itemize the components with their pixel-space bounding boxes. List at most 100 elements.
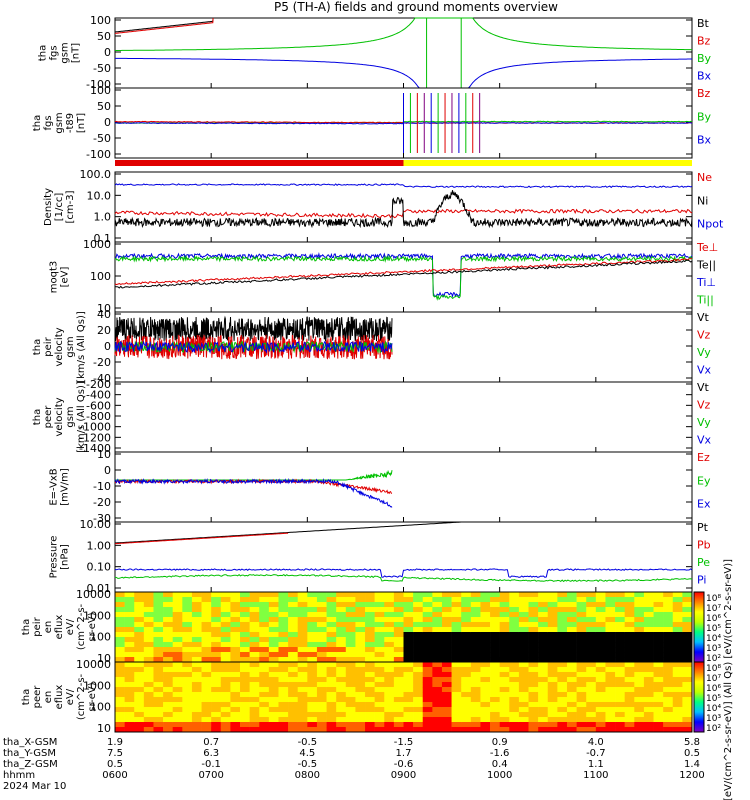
panel-frame	[114, 451, 693, 523]
heatmap-cell	[643, 632, 654, 638]
heatmap-cell	[240, 657, 250, 663]
legend-te⊥: Te⊥	[696, 241, 718, 254]
heatmap-cell	[326, 682, 337, 688]
heatmap-cell	[634, 692, 645, 698]
y-tick-label: -600	[86, 399, 111, 412]
heatmap-cell	[230, 717, 241, 723]
heatmap-cell	[288, 692, 299, 698]
heatmap-cell	[672, 702, 683, 708]
heatmap-cell	[249, 642, 260, 648]
heatmap-cell	[297, 602, 308, 608]
heatmap-cell	[124, 672, 135, 678]
heatmap-cell	[115, 697, 125, 703]
heatmap-cell	[566, 657, 577, 663]
heatmap-cell	[634, 642, 645, 648]
heatmap-cell	[316, 617, 327, 623]
heatmap-cell	[403, 597, 414, 603]
heatmap-cell	[432, 717, 443, 723]
heatmap-cell	[259, 677, 270, 683]
heatmap-cell	[134, 727, 145, 733]
heatmap-cell	[220, 727, 231, 733]
heatmap-cell	[586, 652, 597, 658]
heatmap-cell	[605, 697, 616, 703]
heatmap-cell	[470, 677, 481, 683]
colorbar-tick-label: 10⁶	[706, 684, 721, 694]
heatmap-cell	[297, 682, 308, 688]
heatmap-cell	[124, 712, 135, 718]
heatmap-cell	[143, 662, 154, 668]
heatmap-cell	[278, 727, 289, 733]
heatmap-cell	[307, 722, 318, 728]
heatmap-cell	[259, 642, 270, 648]
heatmap-cell	[268, 672, 279, 678]
heatmap-cell	[191, 592, 202, 598]
heatmap-cell	[547, 667, 558, 673]
heatmap-cell	[441, 702, 452, 708]
y-tick-label: -40	[93, 372, 111, 385]
heatmap-cell	[682, 637, 693, 643]
heatmap-cell	[451, 682, 462, 688]
heatmap-cell	[422, 622, 433, 628]
y-axis-label-line: peer	[32, 685, 43, 709]
heatmap-cell	[490, 592, 500, 598]
heatmap-cell	[451, 657, 462, 663]
heatmap-cell	[461, 627, 472, 633]
heatmap-cell	[268, 612, 279, 618]
heatmap-cell	[595, 647, 606, 653]
heatmap-cell	[538, 682, 549, 688]
x-axis-row-label: tha_Y-GSM	[3, 748, 56, 759]
heatmap-cell	[336, 682, 347, 688]
y-tick-label: 100	[90, 701, 111, 714]
heatmap-cell	[182, 627, 193, 633]
heatmap-cell	[259, 722, 270, 728]
heatmap-cell	[268, 692, 279, 698]
heatmap-cell	[172, 717, 183, 723]
heatmap-cell	[316, 677, 327, 683]
heatmap-cell	[441, 722, 452, 728]
heatmap-cell	[663, 637, 674, 643]
heatmap-cell	[297, 652, 308, 658]
heatmap-cell	[499, 722, 510, 728]
heatmap-cell	[355, 622, 366, 628]
heatmap-cell	[653, 707, 664, 713]
heatmap-cell	[451, 677, 462, 683]
heatmap-cell	[615, 707, 625, 713]
heatmap-cell	[172, 637, 183, 643]
heatmap-cell	[586, 622, 597, 628]
heatmap-cell	[576, 637, 587, 643]
heatmap-cell	[461, 677, 472, 683]
y-axis-label-line: fgs	[49, 45, 60, 60]
heatmap-cell	[191, 702, 202, 708]
heatmap-cell	[268, 712, 279, 718]
heatmap-cell	[432, 657, 443, 663]
y-axis-label-line: gsm	[65, 406, 76, 427]
heatmap-cell	[653, 662, 664, 668]
heatmap-cell	[316, 622, 327, 628]
heatmap-cell	[413, 597, 424, 603]
heatmap-cell	[615, 717, 625, 723]
heatmap-cell	[518, 597, 529, 603]
y-tick-label: 0	[104, 46, 111, 59]
legend-te||: Te||	[696, 259, 716, 272]
x-axis-value: 1.9	[107, 737, 123, 748]
heatmap-cell	[393, 672, 404, 678]
heatmap-cell	[432, 712, 443, 718]
heatmap-cell	[643, 682, 654, 688]
colorbar-tick-label: 10⁷	[706, 604, 721, 614]
heatmap-cell	[470, 722, 481, 728]
heatmap-cell	[201, 602, 212, 608]
heatmap-cell	[509, 612, 520, 618]
heatmap-cell	[490, 682, 500, 688]
heatmap-cell	[143, 707, 154, 713]
heatmap-cell	[172, 672, 183, 678]
y-tick-label: -50	[93, 132, 111, 145]
heatmap-cell	[663, 597, 674, 603]
y-axis-label-line: (cm^2-s-	[76, 603, 87, 650]
heatmap-cell	[576, 712, 587, 718]
heatmap-cell	[441, 642, 452, 648]
y-tick-label: -800	[86, 410, 111, 423]
heatmap-cell	[490, 697, 500, 703]
heatmap-cell	[413, 667, 424, 673]
heatmap-cell	[518, 642, 529, 648]
